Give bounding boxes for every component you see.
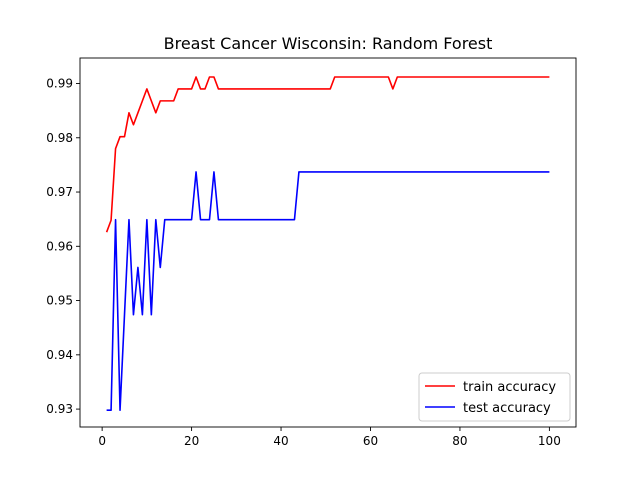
legend-label-test-accuracy: test accuracy (463, 401, 551, 416)
x-tick-label: 0 (98, 434, 106, 448)
x-tick-label: 20 (184, 434, 199, 448)
x-tick-label: 40 (273, 434, 288, 448)
y-tick-label: 0.94 (46, 348, 73, 362)
y-tick-label: 0.96 (46, 239, 73, 253)
y-tick-label: 0.99 (46, 77, 73, 91)
x-tick-label: 80 (452, 434, 467, 448)
axes-frame (79, 57, 577, 428)
legend: train accuracy test accuracy (418, 372, 571, 422)
y-tick-label: 0.95 (46, 294, 73, 308)
series-line-train-accuracy (105, 76, 550, 233)
x-tick-label: 60 (363, 434, 378, 448)
chart-title: Breast Cancer Wisconsin: Random Forest (164, 34, 493, 53)
y-tick-label: 0.98 (46, 131, 73, 145)
legend-label-train-accuracy: train accuracy (463, 380, 556, 395)
series-line-test-accuracy (106, 171, 550, 411)
y-tick-label: 0.97 (46, 185, 73, 199)
x-tick-label: 100 (538, 434, 561, 448)
plot-area (105, 76, 550, 411)
legend-box (418, 372, 571, 422)
y-tick-label: 0.93 (46, 402, 73, 416)
axes: 0 20 40 60 80 100 0.93 0.94 0.95 0.96 0.97 0.98 0.99 (46, 57, 577, 448)
